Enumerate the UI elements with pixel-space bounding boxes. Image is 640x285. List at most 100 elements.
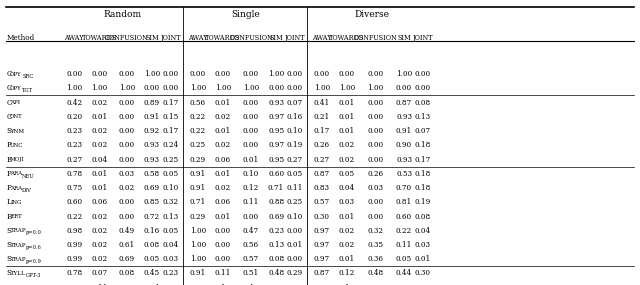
Text: 0.97: 0.97 (314, 227, 330, 235)
Text: 0.03: 0.03 (163, 255, 179, 263)
Text: 0.48: 0.48 (367, 270, 383, 278)
Text: 0.58: 0.58 (396, 284, 412, 285)
Text: 0.69: 0.69 (144, 184, 160, 192)
Text: 0.01: 0.01 (91, 184, 108, 192)
Text: S: S (6, 227, 12, 235)
Text: 1.00: 1.00 (66, 84, 83, 92)
Text: 0.01: 0.01 (339, 213, 355, 221)
Text: 0.89: 0.89 (144, 99, 160, 107)
Text: 1.00: 1.00 (144, 70, 160, 78)
Text: 0.19: 0.19 (415, 198, 431, 206)
Text: TGT: TGT (22, 88, 33, 93)
Text: 0.88: 0.88 (268, 198, 284, 206)
Text: 0.02: 0.02 (91, 241, 108, 249)
Text: 0.83: 0.83 (314, 184, 330, 192)
Text: 0.11: 0.11 (243, 198, 259, 206)
Text: 0.11: 0.11 (287, 184, 303, 192)
Text: 0.97: 0.97 (314, 255, 330, 263)
Text: OPY: OPY (10, 86, 22, 91)
Text: 0.00: 0.00 (119, 70, 135, 78)
Text: C: C (6, 84, 12, 92)
Text: 0.20: 0.20 (367, 284, 383, 285)
Text: 0.72: 0.72 (144, 213, 160, 221)
Text: 0.91: 0.91 (189, 270, 206, 278)
Text: C: C (6, 99, 12, 107)
Text: 0.00: 0.00 (119, 99, 135, 107)
Text: 0.00: 0.00 (119, 113, 135, 121)
Text: 0.02: 0.02 (339, 227, 355, 235)
Text: P: P (6, 170, 12, 178)
Text: 0.56: 0.56 (189, 99, 205, 107)
Text: 0.78: 0.78 (66, 270, 82, 278)
Text: AWAY: AWAY (312, 34, 332, 42)
Text: P: P (6, 184, 12, 192)
Text: 0.90: 0.90 (396, 141, 412, 149)
Text: p=0.0: p=0.0 (26, 231, 42, 235)
Text: CONFUSION: CONFUSION (105, 34, 148, 42)
Text: 0.05: 0.05 (144, 255, 160, 263)
Text: 1.00: 1.00 (91, 84, 108, 92)
Text: 0.47: 0.47 (243, 227, 259, 235)
Text: 0.60: 0.60 (268, 170, 284, 178)
Text: S: S (6, 127, 12, 135)
Text: 0.75: 0.75 (66, 184, 82, 192)
Text: 1.00: 1.00 (243, 84, 259, 92)
Text: 0.87: 0.87 (314, 270, 330, 278)
Text: API: API (10, 100, 20, 105)
Text: 0.23: 0.23 (66, 141, 82, 149)
Text: SIM: SIM (145, 34, 159, 42)
Text: 0.93: 0.93 (268, 99, 284, 107)
Text: 0.29: 0.29 (189, 156, 205, 164)
Text: 0.78: 0.78 (66, 170, 82, 178)
Text: 0.13: 0.13 (163, 213, 179, 221)
Text: 0.25: 0.25 (287, 198, 303, 206)
Text: 0.57: 0.57 (314, 198, 330, 206)
Text: Method: Method (6, 34, 35, 42)
Text: 0.18: 0.18 (415, 141, 431, 149)
Text: 0.12: 0.12 (339, 284, 355, 285)
Text: 0.18: 0.18 (415, 170, 431, 178)
Text: 0.00: 0.00 (268, 84, 284, 92)
Text: SIM: SIM (269, 34, 283, 42)
Text: SIM: SIM (397, 34, 411, 42)
Text: 1.00: 1.00 (314, 84, 330, 92)
Text: 0.98: 0.98 (66, 227, 82, 235)
Text: 0.02: 0.02 (119, 184, 135, 192)
Text: 0.06: 0.06 (215, 156, 231, 164)
Text: 0.01: 0.01 (339, 113, 355, 121)
Text: 0.00: 0.00 (243, 99, 259, 107)
Text: L: L (6, 198, 12, 206)
Text: ING: ING (10, 200, 22, 205)
Text: 0.01: 0.01 (214, 213, 231, 221)
Text: 0.22: 0.22 (189, 113, 205, 121)
Text: 0.27: 0.27 (314, 156, 330, 164)
Text: 1.00: 1.00 (214, 84, 231, 92)
Text: 0.21: 0.21 (314, 113, 330, 121)
Text: AWAY: AWAY (65, 34, 84, 42)
Text: 0.93: 0.93 (144, 156, 160, 164)
Text: 0.81: 0.81 (396, 198, 412, 206)
Text: 0.02: 0.02 (215, 184, 231, 192)
Text: 0.02: 0.02 (339, 156, 355, 164)
Text: S: S (6, 255, 12, 263)
Text: 0.00: 0.00 (215, 255, 231, 263)
Text: 0.00: 0.00 (367, 113, 383, 121)
Text: SRC: SRC (22, 74, 33, 79)
Text: 0.69: 0.69 (268, 213, 284, 221)
Text: 0.91: 0.91 (189, 170, 206, 178)
Text: 0.02: 0.02 (215, 113, 231, 121)
Text: TRAP: TRAP (10, 243, 26, 247)
Text: p=0.6: p=0.6 (26, 245, 42, 250)
Text: 0.03: 0.03 (339, 198, 355, 206)
Text: 0.92: 0.92 (144, 127, 160, 135)
Text: 0.10: 0.10 (287, 213, 303, 221)
Text: 0.95: 0.95 (268, 127, 284, 135)
Text: 0.02: 0.02 (91, 255, 108, 263)
Text: S: S (6, 284, 12, 285)
Text: 0.60: 0.60 (66, 198, 82, 206)
Text: 0.57: 0.57 (243, 255, 259, 263)
Text: 0.60: 0.60 (396, 213, 412, 221)
Text: 0.23: 0.23 (163, 270, 179, 278)
Text: 0.04: 0.04 (415, 227, 431, 235)
Text: 0.20: 0.20 (66, 113, 82, 121)
